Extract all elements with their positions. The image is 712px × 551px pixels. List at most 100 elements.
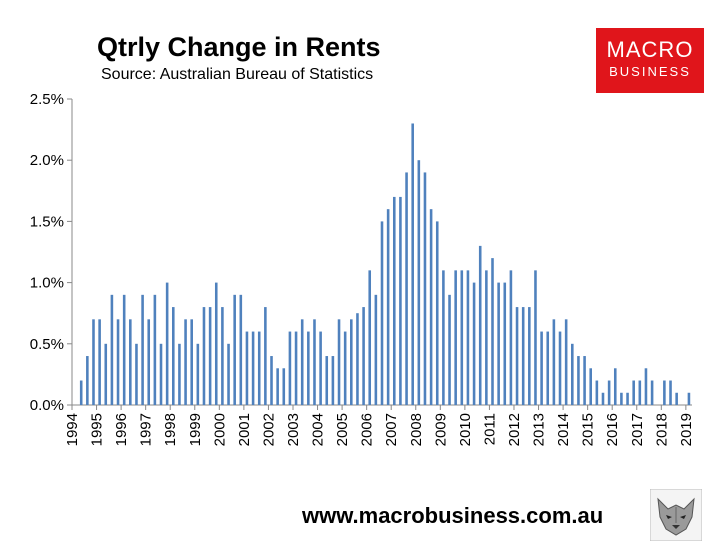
logo-line-1: MACRO	[606, 37, 694, 62]
x-tick-label: 2005	[334, 413, 351, 446]
x-tick-label: 2004	[310, 413, 327, 446]
x-tick-label: 2016	[604, 413, 621, 446]
bar	[620, 392, 623, 405]
bar	[257, 331, 261, 405]
bar	[454, 270, 457, 405]
bar	[558, 331, 562, 405]
x-tick-label: 2011	[481, 413, 498, 445]
bar	[122, 294, 126, 405]
bar	[491, 258, 494, 405]
x-tick-label: 1996	[113, 413, 130, 446]
bar	[675, 392, 678, 405]
bar	[245, 331, 249, 405]
bar	[448, 294, 451, 405]
bar	[423, 172, 427, 405]
bar	[319, 331, 322, 405]
bar	[153, 294, 157, 405]
bar	[521, 307, 525, 405]
bar	[165, 282, 169, 405]
bar	[552, 319, 556, 405]
bar	[595, 380, 599, 405]
bar	[313, 319, 316, 405]
y-tick-label: 1.5%	[30, 213, 64, 230]
bar	[233, 294, 236, 405]
bar	[221, 307, 224, 405]
bar	[638, 380, 642, 405]
x-tick-label: 1997	[138, 413, 155, 446]
x-tick-label: 2006	[359, 413, 376, 446]
bar	[362, 307, 365, 405]
bar	[442, 270, 445, 405]
bar	[227, 343, 230, 405]
x-tick-label: 2015	[580, 413, 597, 446]
x-tick-label: 2017	[629, 413, 646, 446]
bar	[356, 313, 359, 405]
bar	[350, 319, 353, 405]
bar	[92, 319, 95, 405]
bar	[613, 368, 617, 405]
wolf-logo-icon	[650, 489, 702, 541]
x-tick-label: 2010	[457, 413, 474, 446]
bar	[343, 331, 347, 405]
y-tick-label: 1.0%	[30, 275, 64, 292]
bar	[626, 392, 629, 405]
logo-line-2: BUSINESS	[609, 64, 691, 79]
bar	[405, 172, 408, 405]
bar	[564, 319, 568, 405]
bar	[411, 123, 414, 405]
bar	[497, 282, 500, 405]
bar	[429, 209, 433, 405]
bar	[380, 221, 384, 405]
bar	[141, 294, 144, 405]
bar	[270, 356, 273, 405]
macrobusiness-logo: MACRO BUSINESS	[596, 28, 704, 93]
x-tick-label: 2001	[236, 413, 253, 446]
bar	[540, 331, 543, 405]
bar	[282, 368, 286, 405]
bar	[331, 356, 335, 405]
bar	[208, 307, 212, 405]
bar	[178, 343, 181, 405]
bar	[288, 331, 292, 405]
bar	[435, 221, 439, 405]
bar	[417, 160, 421, 405]
bar	[190, 319, 193, 405]
bar	[337, 319, 341, 405]
bar	[669, 380, 672, 405]
bar	[687, 392, 691, 405]
x-tick-label: 2012	[506, 413, 523, 446]
bar	[460, 270, 464, 405]
bar	[632, 380, 635, 405]
bar	[307, 331, 310, 405]
bar	[607, 380, 611, 405]
bar	[202, 307, 206, 405]
bar	[589, 368, 592, 405]
bar	[264, 307, 267, 405]
x-tick-label: 2018	[653, 413, 670, 446]
bar	[368, 270, 372, 405]
chart-subtitle: Source: Australian Bureau of Statistics	[101, 66, 374, 83]
bar	[663, 380, 666, 405]
bar	[147, 319, 151, 405]
bar	[644, 368, 648, 405]
bar	[571, 343, 574, 405]
bar	[583, 356, 586, 405]
bar	[110, 294, 114, 405]
footer-url: www.macrobusiness.com.au	[302, 503, 604, 528]
bar	[300, 319, 304, 405]
bar	[577, 356, 580, 405]
x-tick-label: 2008	[408, 413, 425, 446]
x-tick-label: 2019	[678, 413, 695, 446]
x-tick-label: 2013	[531, 413, 548, 446]
y-tick-label: 0.0%	[30, 397, 64, 414]
bar	[239, 294, 243, 405]
bar	[515, 307, 519, 405]
x-tick-label: 2014	[555, 413, 572, 446]
chart-title: Qtrly Change in Rents	[97, 32, 381, 62]
y-tick-label: 2.0%	[30, 152, 64, 169]
bar	[374, 294, 378, 405]
bar	[196, 343, 200, 405]
bar	[251, 331, 255, 405]
bar	[104, 343, 108, 405]
bar	[325, 356, 329, 405]
